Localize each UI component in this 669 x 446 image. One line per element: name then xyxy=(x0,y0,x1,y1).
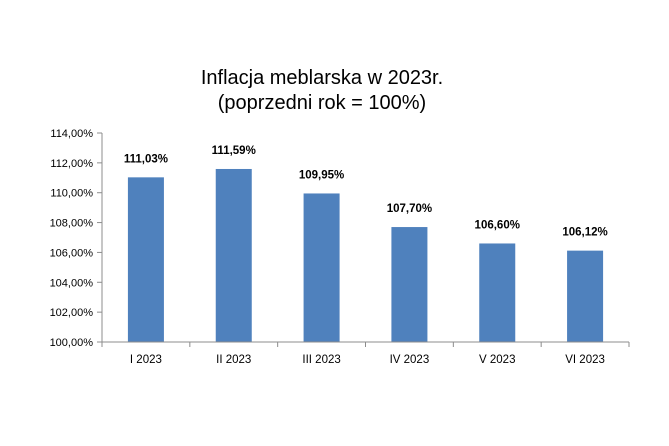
bar-2 xyxy=(215,168,252,342)
x-tick-label: III 2023 xyxy=(302,354,340,366)
chart-title-line-2: (poprzedni rok = 100%) xyxy=(218,92,426,114)
bar-6 xyxy=(567,250,604,342)
y-tick-label: 104,00% xyxy=(50,277,94,289)
chart-title-line-1: Inflacja meblarska w 2023r. xyxy=(201,67,443,89)
data-label: 109,95% xyxy=(299,169,344,181)
x-tick-label: V 2023 xyxy=(479,354,515,366)
data-label: 111,59% xyxy=(212,145,256,157)
data-label: 106,60% xyxy=(475,219,520,231)
y-tick-label: 112,00% xyxy=(50,158,93,170)
x-axis: I 2023 II 2023 III 2023 IV 2023 V 2023 VI 202… xyxy=(101,341,630,366)
y-tick-label: 110,00% xyxy=(50,188,93,200)
x-tick-label: VI 2023 xyxy=(565,354,605,366)
x-tick-label: II 2023 xyxy=(216,354,251,366)
y-axis: 100,00% 102,00% 104,00% 106,00% 108,00% 110,0… xyxy=(50,128,103,349)
x-tick-label: IV 2023 xyxy=(390,354,430,366)
y-tick-label: 102,00% xyxy=(50,307,94,319)
data-label: 106,12% xyxy=(562,227,607,239)
y-tick-label: 114,00% xyxy=(50,128,93,140)
y-tick-label: 100,00% xyxy=(50,337,94,349)
bar-1 xyxy=(127,177,164,342)
data-label: 111,03% xyxy=(124,153,168,165)
y-tick-label: 106,00% xyxy=(50,247,94,259)
bar-3 xyxy=(303,193,340,342)
bar-4 xyxy=(391,227,428,342)
data-label: 107,70% xyxy=(387,203,432,215)
y-tick-label: 108,00% xyxy=(50,218,94,230)
x-tick-label: I 2023 xyxy=(130,354,162,366)
bars: 111,03% 111,59% 109,95% 107,70% 106,60% 106,1… xyxy=(124,145,608,342)
bar-5 xyxy=(479,243,516,342)
